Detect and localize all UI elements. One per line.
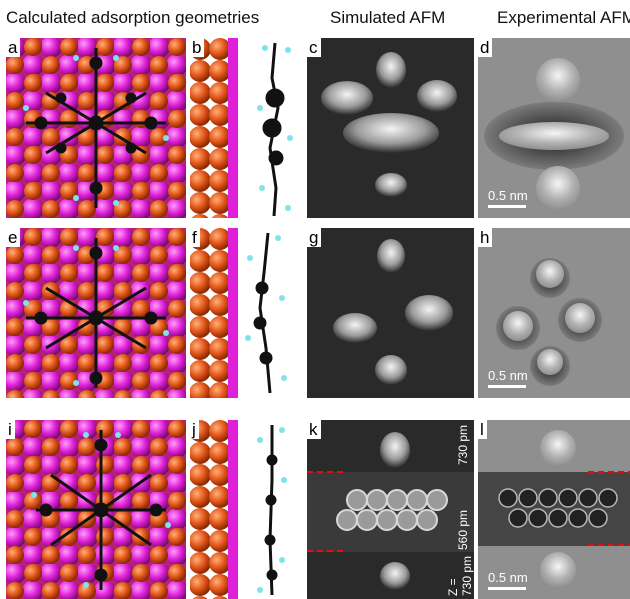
panel-label-i: i bbox=[6, 420, 15, 439]
panel-f-side-view: f bbox=[190, 228, 304, 398]
scalebar-h-text: 0.5 nm bbox=[488, 368, 528, 383]
panel-label-d: d bbox=[478, 38, 493, 57]
height-label-bottom: Z = 730 pm bbox=[446, 556, 474, 597]
panel-label-a: a bbox=[6, 38, 21, 57]
substrate-lattice-a bbox=[6, 38, 186, 218]
substrate-lattice-e bbox=[6, 228, 186, 398]
panel-l-experimental-afm: l 0.5 nm bbox=[478, 420, 630, 599]
panel-label-k: k bbox=[307, 420, 321, 439]
molecule-e bbox=[26, 238, 166, 388]
side-view-b bbox=[190, 38, 293, 218]
scalebar-d: 0.5 nm bbox=[488, 188, 528, 208]
panel-label-g: g bbox=[307, 228, 322, 247]
panel-label-f: f bbox=[190, 228, 200, 247]
header-simulated: Simulated AFM bbox=[330, 8, 446, 27]
molecule-i bbox=[36, 430, 166, 590]
panel-label-c: c bbox=[307, 38, 321, 57]
panel-label-e: e bbox=[6, 228, 21, 247]
scalebar-h: 0.5 nm bbox=[488, 368, 528, 388]
side-view-f bbox=[190, 228, 287, 398]
molecule-a bbox=[26, 48, 166, 208]
panel-label-h: h bbox=[478, 228, 493, 247]
header-experimental: Experimental AFM bbox=[497, 8, 630, 27]
height-label-top: 730 pm bbox=[456, 425, 470, 466]
substrate-lattice-i bbox=[6, 420, 186, 599]
panel-g-simulated-afm: g bbox=[307, 228, 474, 398]
panel-k-simulated-afm: k bbox=[307, 420, 474, 599]
afm-image-g bbox=[333, 239, 453, 385]
panel-h-experimental-afm: h 0.5 nm bbox=[478, 228, 630, 398]
scalebar-h-bar bbox=[488, 385, 526, 388]
scalebar-d-bar bbox=[488, 205, 526, 208]
panel-j-side-view: j bbox=[190, 420, 304, 599]
scalebar-l-bar bbox=[488, 587, 526, 590]
panel-e-top-view: e bbox=[6, 228, 186, 398]
afm-image-k bbox=[307, 432, 474, 590]
header-calculated: Calculated adsorption geometries bbox=[6, 8, 260, 27]
afm-image-l bbox=[478, 430, 630, 588]
afm-image-d bbox=[484, 58, 624, 210]
panel-d-experimental-afm: d 0.5 nm bbox=[478, 38, 630, 218]
scalebar-d-text: 0.5 nm bbox=[488, 188, 528, 203]
panel-label-b: b bbox=[190, 38, 205, 57]
side-view-j bbox=[190, 420, 287, 599]
height-label-middle: 560 pm bbox=[456, 510, 470, 551]
panel-a-top-view: a bbox=[6, 38, 186, 218]
afm-image-c bbox=[321, 52, 457, 197]
scalebar-l-text: 0.5 nm bbox=[488, 570, 528, 585]
panel-i-top-view: i bbox=[6, 420, 186, 599]
panel-label-j: j bbox=[190, 420, 199, 439]
panel-c-simulated-afm: c bbox=[307, 38, 474, 218]
scalebar-l: 0.5 nm bbox=[488, 570, 528, 590]
panel-b-side-view: b bbox=[190, 38, 304, 218]
afm-image-h bbox=[496, 258, 602, 386]
panel-label-l: l bbox=[478, 420, 487, 439]
